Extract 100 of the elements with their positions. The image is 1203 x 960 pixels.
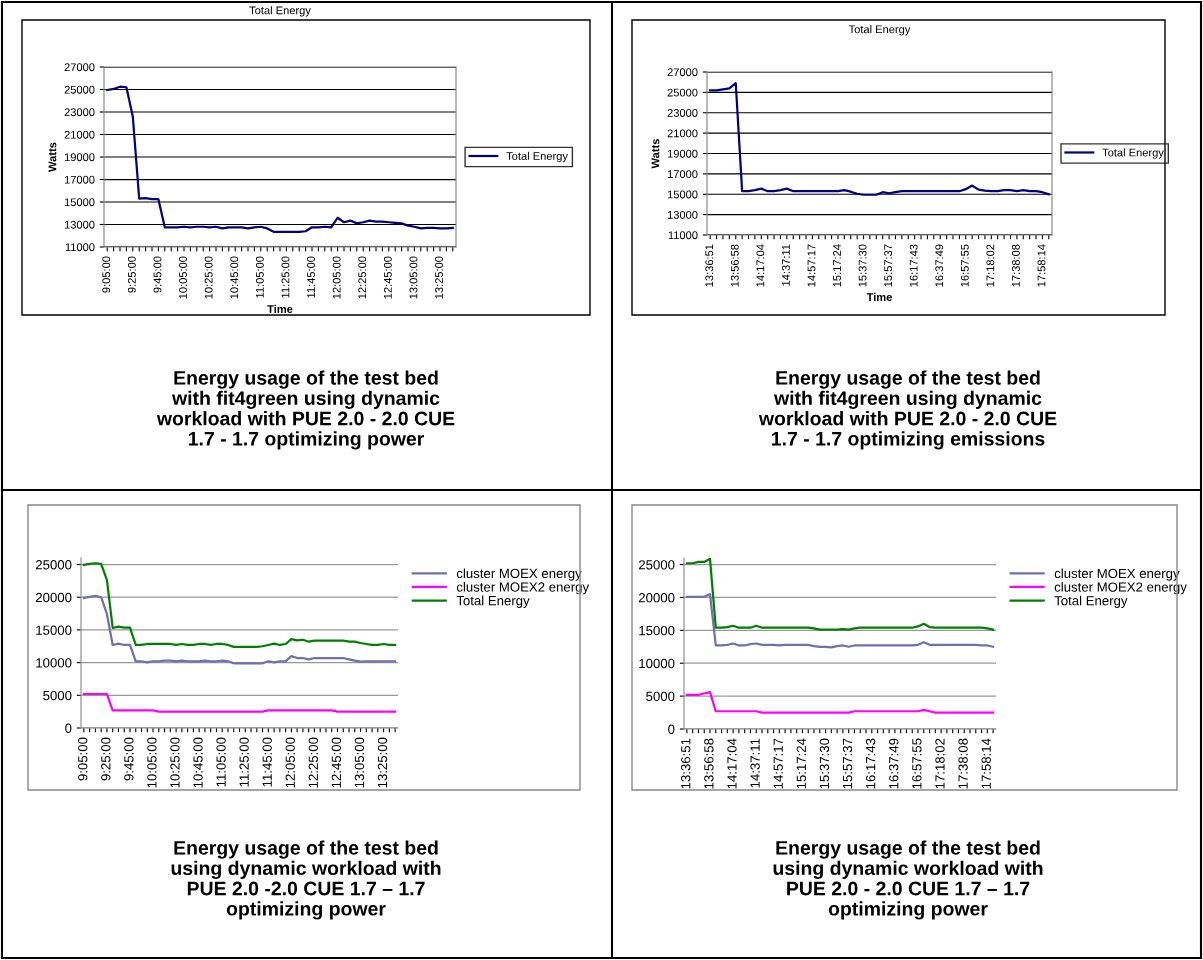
line-series	[82, 562, 397, 649]
y-tick-label: 5000	[43, 690, 72, 701]
y-axis-title: Watts	[651, 139, 660, 169]
x-tick-label: 16:37:49	[889, 738, 899, 789]
x-tick-label: 10:25:00	[170, 737, 180, 788]
y-tick-label: 15000	[36, 625, 72, 635]
x-tick-label: 13:36:51	[705, 244, 714, 287]
x-tick-label: 17:58:14	[981, 738, 991, 789]
x-tick-label: 14:37:11	[750, 738, 760, 788]
y-tick-label: 5000	[646, 691, 675, 702]
x-tick-label: 17:18:02	[935, 738, 945, 789]
legend-label: cluster MOEX energy	[1054, 568, 1180, 581]
x-tick-label: 9:45:00	[153, 256, 162, 293]
legend-label: cluster MOEX2 energy	[1054, 582, 1187, 595]
text: Energy usage of the test bed with fit4green using dynamic workload with PUE 2.0 - 2.0 CUE 1.7 - 1.7 optimizing power	[156, 370, 455, 450]
x-tick-label: 11:25:00	[239, 737, 249, 787]
y-tick-label: 15000	[639, 625, 675, 636]
x-tick-label: 12:45:00	[383, 256, 392, 299]
legend-label: Total Energy	[1054, 595, 1128, 608]
x-tick-label: 17:58:14	[1037, 244, 1046, 287]
y-tick-label: 11000	[65, 243, 95, 252]
legend-label: Total Energy	[1102, 148, 1164, 159]
chart-title: Total Energy	[249, 6, 311, 17]
x-tick-label: 17:38:08	[1011, 244, 1020, 287]
x-tick-label: 11:45:00	[262, 737, 272, 787]
y-tick-label: 27000	[667, 68, 698, 77]
y-tick-label: 17000	[64, 175, 95, 184]
y-tick-label: 0	[668, 724, 675, 734]
y-tick-label: 23000	[64, 108, 95, 117]
x-tick-label: 17:18:02	[986, 244, 995, 287]
x-tick-label: 10:45:00	[230, 256, 239, 299]
x-tick-label: 12:05:00	[285, 737, 295, 788]
x-tick-label: 15:37:30	[819, 738, 830, 789]
x-tick-label: 11:25:00	[281, 256, 290, 298]
x-tick-label: 15:17:24	[833, 244, 841, 287]
x-tick-label: 10:05:00	[147, 737, 157, 788]
x-tick-label: 12:25:00	[308, 737, 318, 788]
x-axis-title: Time	[866, 292, 892, 301]
line-series	[685, 558, 995, 631]
x-tick-label: 16:57:55	[960, 244, 969, 287]
x-tick-label: 13:36:51	[681, 738, 691, 789]
x-tick-label: 17:38:08	[958, 738, 968, 789]
x-tick-label: 9:45:00	[124, 737, 134, 781]
y-tick-label: 13000	[667, 210, 698, 219]
text: Energy usage of the test bed using dynamic workload with PUE 2.0 -2.0 CUE 1.7 – 1.7 optimizing power	[171, 840, 441, 920]
x-tick-label: 14:37:11	[781, 244, 790, 286]
line-series	[685, 691, 995, 714]
x-tick-label: 14:57:17	[807, 244, 816, 287]
x-tick-label: 9:05:00	[102, 256, 111, 293]
x-tick-label: 13:25:00	[435, 256, 443, 299]
y-tick-label: 17000	[667, 170, 698, 179]
x-tick-label: 15:57:37	[884, 244, 893, 287]
legend-label: cluster MOEX2 energy	[456, 582, 590, 595]
chart-title: Total Energy	[848, 25, 911, 36]
x-tick-label: 14:17:04	[756, 244, 765, 287]
x-tick-label: 9:25:00	[101, 737, 111, 781]
y-tick-label: 10000	[36, 658, 72, 668]
x-tick-label: 9:05:00	[78, 737, 88, 781]
x-tick-label: 12:25:00	[358, 256, 367, 299]
y-tick-label: 21000	[667, 129, 698, 138]
legend-label: Total Energy	[506, 151, 568, 163]
x-tick-label: 16:57:55	[912, 738, 922, 789]
y-tick-label: 0	[65, 723, 72, 733]
x-tick-label: 13:05:00	[354, 737, 365, 788]
text: Energy usage of the test bed with fit4green using dynamic workload with PUE 2.0 - 2.0 CUE 1.7 - 1.7 optimizing emissions	[758, 370, 1057, 450]
x-tick-label: 16:17:43	[909, 244, 918, 287]
y-tick-label: 21000	[64, 130, 95, 139]
x-tick-label: 15:57:37	[842, 738, 853, 789]
y-tick-label: 23000	[667, 109, 698, 117]
legend-label: Total Energy	[456, 595, 530, 608]
y-tick-label: 27000	[64, 63, 95, 72]
y-tick-label: 19000	[64, 153, 95, 162]
x-axis-title: Time	[267, 304, 293, 313]
y-tick-label: 25000	[64, 85, 95, 94]
x-tick-label: 13:25:00	[377, 737, 388, 788]
line-series	[685, 593, 995, 649]
x-tick-label: 9:25:00	[127, 256, 136, 293]
x-tick-label: 16:17:43	[865, 738, 876, 789]
x-tick-label: 14:57:17	[773, 738, 783, 789]
y-tick-label: 19000	[667, 149, 698, 158]
legend-label: cluster MOEX energy	[456, 568, 582, 581]
x-tick-label: 16:37:49	[935, 244, 944, 287]
line-series	[82, 594, 397, 665]
y-tick-label: 11000	[668, 231, 698, 240]
y-tick-label: 15000	[64, 198, 95, 207]
x-tick-label: 14:17:04	[727, 738, 737, 789]
x-tick-label: 10:25:00	[204, 256, 213, 299]
x-tick-label: 12:45:00	[331, 737, 342, 788]
y-tick-label: 25000	[35, 560, 72, 570]
x-tick-label: 11:45:00	[307, 256, 315, 298]
x-tick-label: 10:05:00	[179, 256, 187, 299]
x-tick-label: 15:17:24	[796, 738, 806, 789]
x-tick-label: 11:05:00	[216, 737, 226, 787]
x-tick-label: 13:05:00	[409, 256, 418, 299]
y-tick-label: 15000	[667, 190, 698, 199]
y-tick-label: 10000	[639, 658, 675, 669]
y-tick-label: 20000	[35, 592, 72, 603]
x-tick-label: 12:05:00	[332, 256, 341, 299]
x-tick-label: 13:56:58	[730, 244, 739, 287]
x-tick-label: 13:56:58	[704, 738, 714, 789]
